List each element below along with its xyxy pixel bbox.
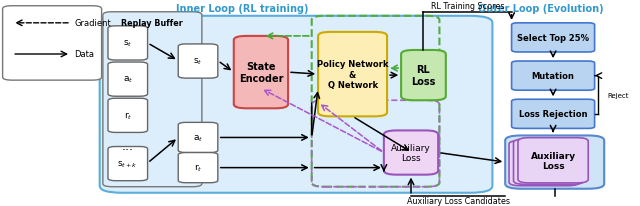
- FancyBboxPatch shape: [178, 153, 218, 183]
- Text: Auxiliary
Loss: Auxiliary Loss: [391, 143, 431, 163]
- Text: s$_{t+k}$: s$_{t+k}$: [117, 159, 138, 169]
- FancyBboxPatch shape: [100, 17, 492, 193]
- Text: Inner Loop (RL training): Inner Loop (RL training): [176, 4, 308, 14]
- Text: RL Training Scores: RL Training Scores: [431, 2, 504, 11]
- FancyBboxPatch shape: [234, 37, 288, 109]
- Text: Loss Rejection: Loss Rejection: [519, 110, 588, 119]
- FancyBboxPatch shape: [511, 62, 595, 91]
- FancyBboxPatch shape: [513, 139, 584, 184]
- Text: s$_t$: s$_t$: [123, 39, 132, 49]
- Text: r$_t$: r$_t$: [124, 110, 132, 122]
- FancyBboxPatch shape: [108, 27, 148, 61]
- Text: Auxiliary Loss Candidates: Auxiliary Loss Candidates: [406, 196, 509, 205]
- FancyBboxPatch shape: [509, 141, 579, 186]
- Text: Select Top 25%: Select Top 25%: [517, 34, 589, 43]
- FancyBboxPatch shape: [401, 51, 446, 101]
- FancyBboxPatch shape: [505, 136, 604, 189]
- FancyBboxPatch shape: [384, 131, 438, 175]
- Text: Data: Data: [74, 50, 94, 59]
- FancyBboxPatch shape: [108, 99, 148, 133]
- Text: Reject: Reject: [607, 92, 629, 98]
- Text: Replay Buffer: Replay Buffer: [122, 19, 183, 28]
- FancyBboxPatch shape: [108, 63, 148, 97]
- Text: Auxiliary
Loss: Auxiliary Loss: [531, 151, 575, 170]
- Text: RL
Loss: RL Loss: [412, 65, 436, 87]
- Text: Outer Loop (Evolution): Outer Loop (Evolution): [477, 4, 603, 14]
- FancyBboxPatch shape: [511, 100, 595, 129]
- Text: s$_t$: s$_t$: [193, 56, 203, 67]
- FancyBboxPatch shape: [3, 7, 102, 81]
- Text: State
Encoder: State Encoder: [239, 62, 283, 83]
- FancyBboxPatch shape: [518, 138, 588, 183]
- FancyBboxPatch shape: [511, 24, 595, 53]
- FancyBboxPatch shape: [103, 13, 202, 187]
- Text: a$_t$: a$_t$: [123, 75, 133, 85]
- Text: r$_t$: r$_t$: [194, 162, 202, 173]
- Text: Gradient: Gradient: [74, 19, 111, 28]
- FancyBboxPatch shape: [318, 33, 387, 117]
- Text: Policy Network
&
Q Network: Policy Network & Q Network: [317, 60, 388, 90]
- Text: ...: ...: [122, 139, 134, 152]
- FancyBboxPatch shape: [108, 147, 148, 181]
- Text: Mutation: Mutation: [532, 72, 575, 81]
- FancyBboxPatch shape: [178, 123, 218, 153]
- Text: a$_t$: a$_t$: [193, 133, 203, 143]
- FancyBboxPatch shape: [178, 45, 218, 79]
